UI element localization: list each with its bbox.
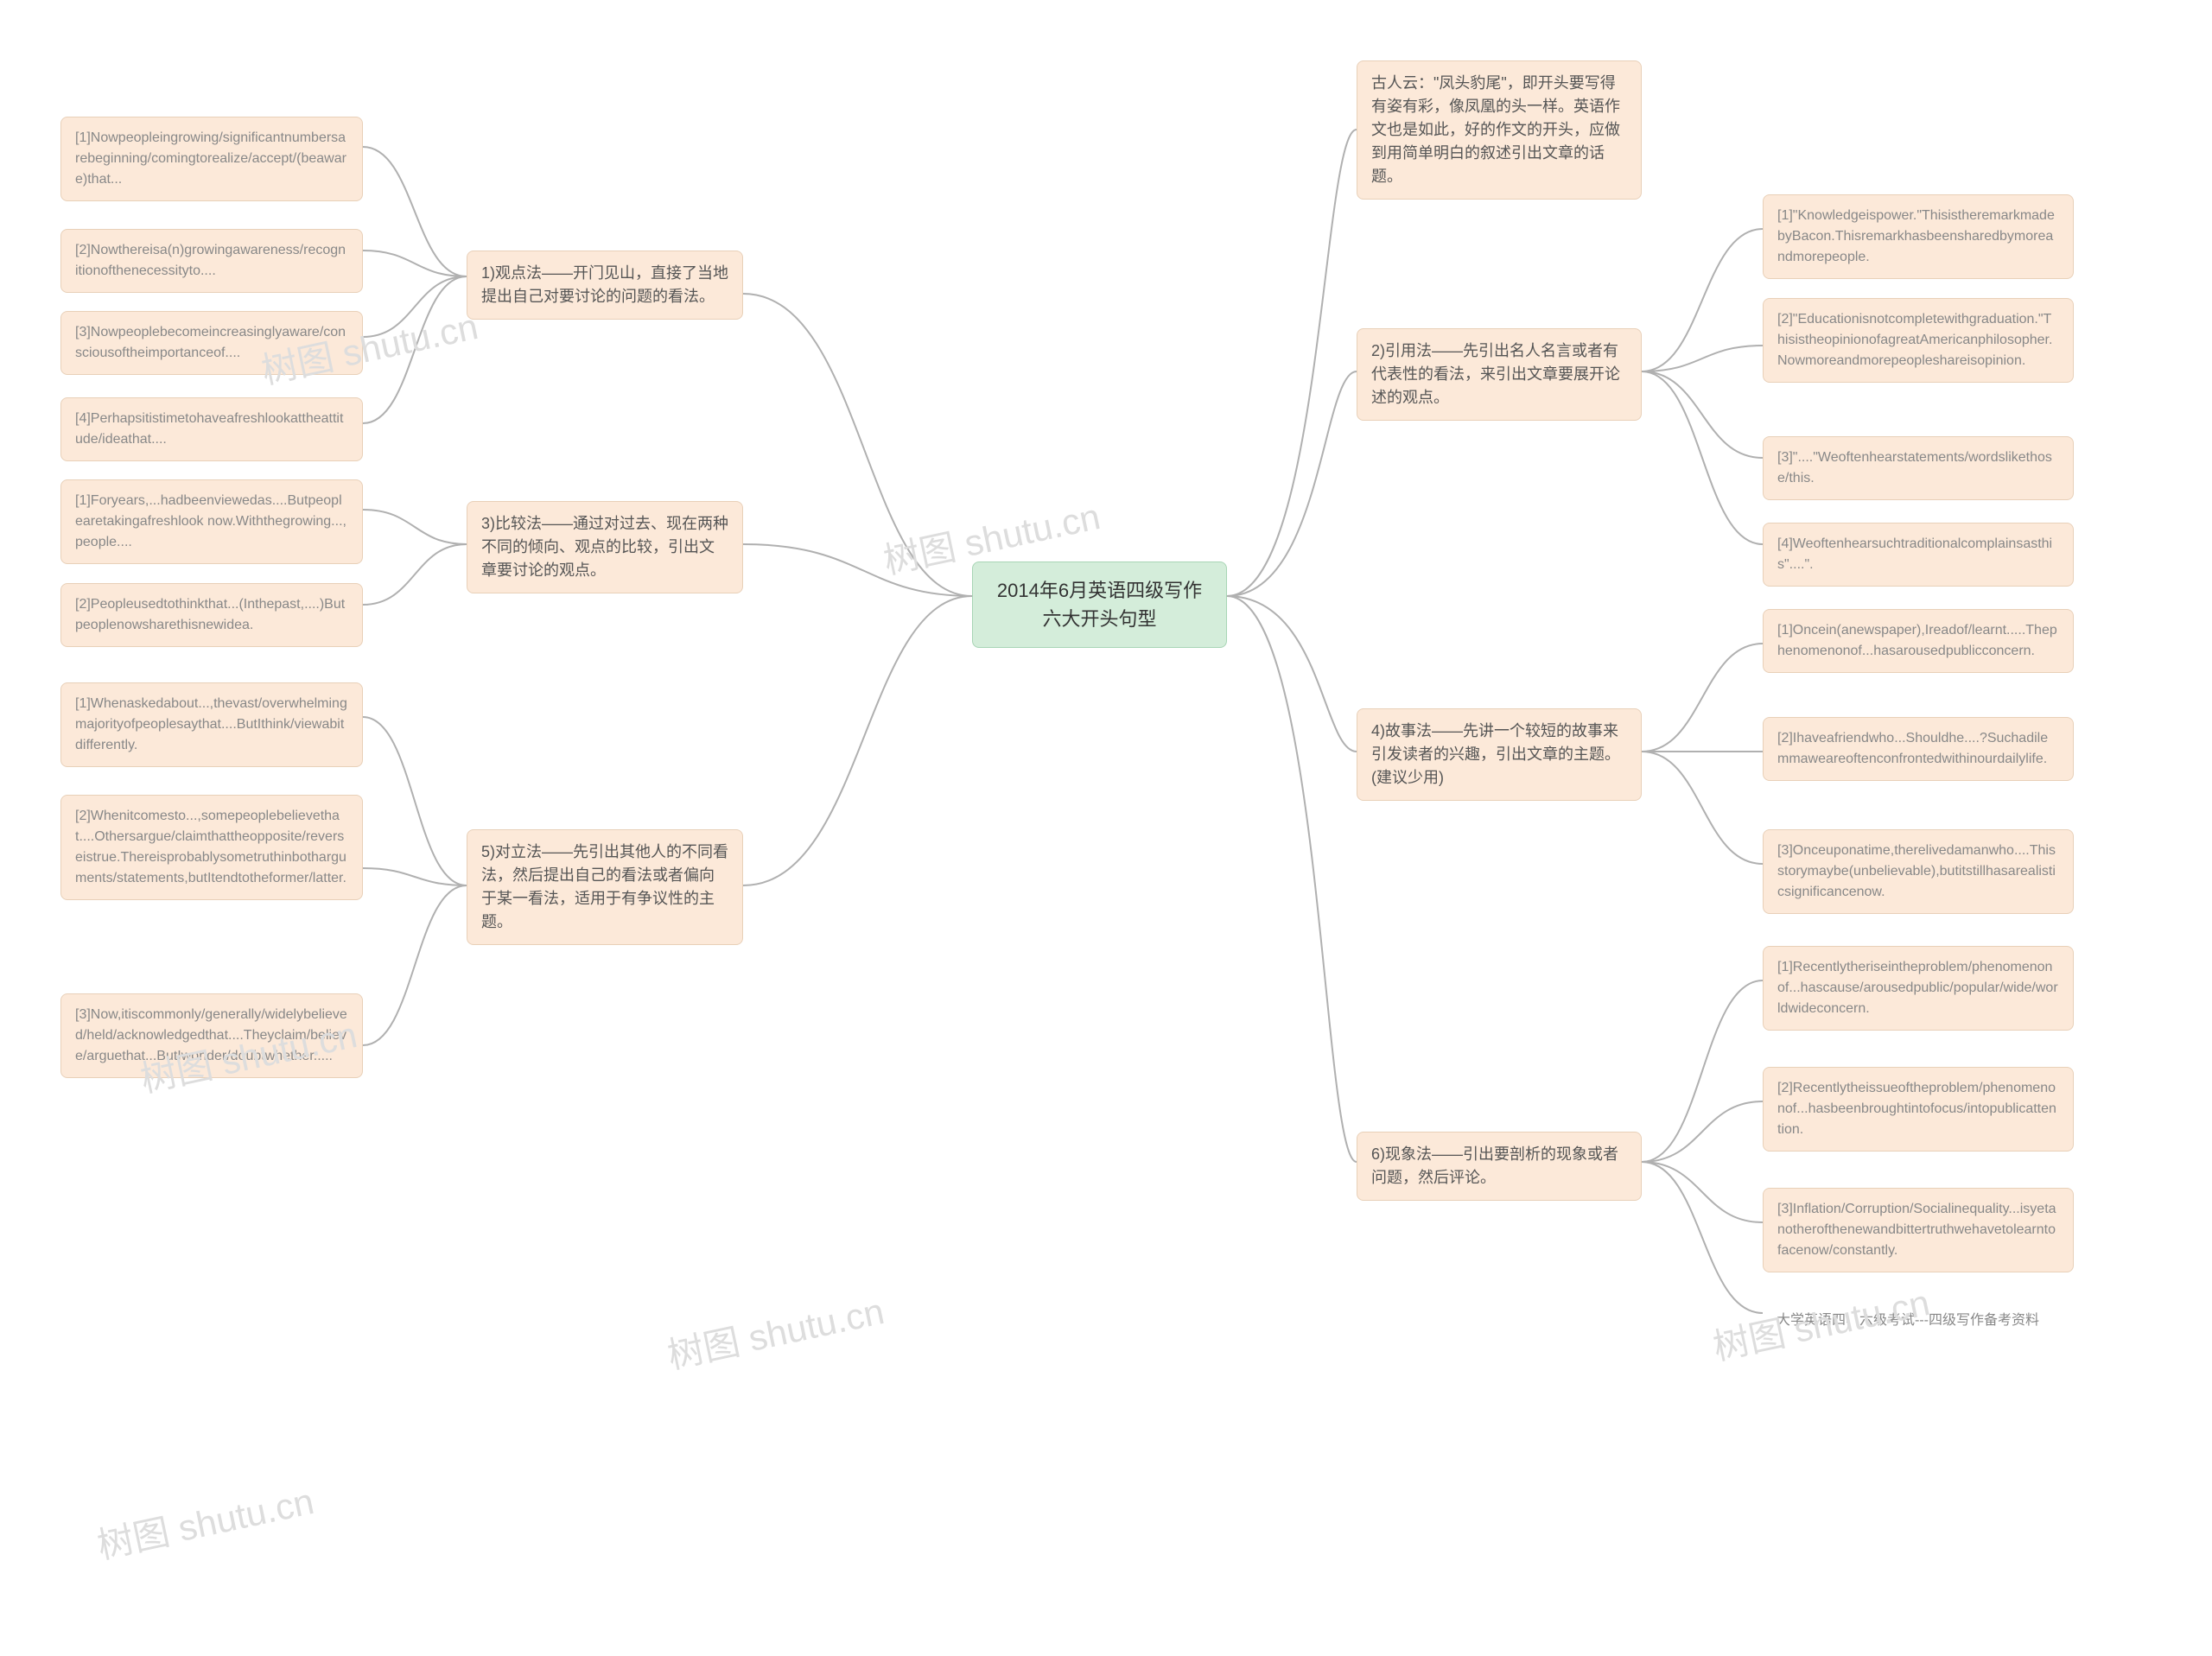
method-4-story: 4)故事法——先讲一个较短的故事来引发读者的兴趣，引出文章的主题。(建议少用) [1357,708,1642,801]
root-node: 2014年6月英语四级写作 六大开头句型 [972,562,1227,648]
method-3-example-2: [2]Peopleusedtothinkthat...(Inthepast,..… [60,583,363,647]
method-5-example-3: [3]Now,itiscommonly/generally/widelybeli… [60,993,363,1078]
footer-note: 大学英语四、六级考试---四级写作备考资料 [1763,1300,2074,1342]
method-2-example-2: [2]"Educationisnotcompletewithgraduation… [1763,298,2074,383]
method-2-example-4: [4]Weoftenhearsuchtraditionalcomplainsas… [1763,523,2074,587]
method-1-label: 1)观点法——开门见山，直接了当地提出自己对要讨论的问题的看法。 [481,264,728,305]
method-2-label: 2)引用法——先引出名人名言或者有代表性的看法，来引出文章要展开论述的观点。 [1371,342,1620,406]
method-3-comparison: 3)比较法——通过对过去、现在两种不同的倾向、观点的比较，引出文章要讨论的观点。 [467,501,743,593]
method-3-example-1: [1]Foryears,...hadbeenviewedas....Butpeo… [60,479,363,564]
method-5-example-1: [1]Whenaskedabout...,thevast/overwhelmin… [60,682,363,767]
method-5-opposition: 5)对立法——先引出其他人的不同看法，然后提出自己的看法或者偏向于某一看法，适用… [467,829,743,945]
method-5-label: 5)对立法——先引出其他人的不同看法，然后提出自己的看法或者偏向于某一看法，适用… [481,843,728,930]
root-title-line2: 六大开头句型 [1042,608,1156,630]
method-3-label: 3)比较法——通过对过去、现在两种不同的倾向、观点的比较，引出文章要讨论的观点。 [481,515,728,579]
method-1-example-4: [4]Perhapsitistimetohaveafreshlookatthea… [60,397,363,461]
intro-node: 古人云："凤头豹尾"，即开头要写得有姿有彩，像凤凰的头一样。英语作文也是如此，好… [1357,60,1642,200]
intro-text: 古人云："凤头豹尾"，即开头要写得有姿有彩，像凤凰的头一样。英语作文也是如此，好… [1371,74,1620,185]
method-4-example-1: [1]Oncein(anewspaper),Ireadof/learnt....… [1763,609,2074,673]
method-6-phenomenon: 6)现象法——引出要剖析的现象或者问题，然后评论。 [1357,1132,1642,1201]
method-4-label: 4)故事法——先讲一个较短的故事来引发读者的兴趣，引出文章的主题。(建议少用) [1371,722,1620,786]
method-6-example-2: [2]Recentlytheissueoftheproblem/phenomen… [1763,1067,2074,1152]
method-2-quotation: 2)引用法——先引出名人名言或者有代表性的看法，来引出文章要展开论述的观点。 [1357,328,1642,421]
method-5-example-2: [2]Whenitcomesto...,somepeoplebelievetha… [60,795,363,900]
method-1-viewpoint: 1)观点法——开门见山，直接了当地提出自己对要讨论的问题的看法。 [467,251,743,320]
method-1-example-2: [2]Nowthereisa(n)growingawareness/recogn… [60,229,363,293]
watermark: 树图 shutu.cn [92,1472,318,1570]
method-6-example-3: [3]Inflation/Corruption/Socialinequality… [1763,1188,2074,1272]
root-title-line1: 2014年6月英语四级写作 [997,580,1202,601]
method-1-example-1: [1]Nowpeopleingrowing/significantnumbers… [60,117,363,201]
watermark: 树图 shutu.cn [662,1282,888,1380]
method-6-label: 6)现象法——引出要剖析的现象或者问题，然后评论。 [1371,1145,1618,1186]
method-1-example-3: [3]Nowpeoplebecomeincreasinglyaware/cons… [60,311,363,375]
method-2-example-3: [3]"...."Weoftenhearstatements/wordslike… [1763,436,2074,500]
method-6-example-1: [1]Recentlytheriseintheproblem/phenomeno… [1763,946,2074,1031]
method-2-example-1: [1]"Knowledgeispower."Thisistheremarkmad… [1763,194,2074,279]
method-4-example-3: [3]Onceuponatime,therelivedamanwho....Th… [1763,829,2074,914]
method-4-example-2: [2]Ihaveafriendwho...Shouldhe....?Suchad… [1763,717,2074,781]
